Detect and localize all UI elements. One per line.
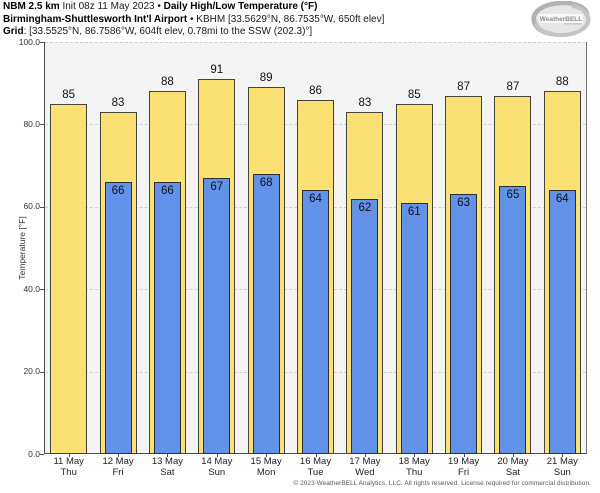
y-tick-mark bbox=[40, 454, 44, 455]
high-bar bbox=[50, 103, 88, 454]
low-value-label: 64 bbox=[309, 193, 322, 206]
y-axis-title: Temperature [°F] bbox=[17, 216, 27, 280]
low-bar bbox=[548, 190, 576, 454]
high-value-label: 85 bbox=[62, 88, 76, 101]
y-tick-label: 20.0 bbox=[23, 366, 40, 377]
high-value-label: 86 bbox=[309, 84, 322, 97]
x-tick-mark bbox=[562, 454, 564, 457]
x-tick-mark bbox=[266, 454, 268, 457]
x-tick-day: Mon bbox=[256, 466, 276, 478]
x-tick-mark bbox=[167, 454, 169, 457]
x-tick-day: Thu bbox=[406, 466, 423, 478]
y-tick-label: 80.0 bbox=[23, 118, 40, 129]
y-tick-mark bbox=[40, 124, 44, 126]
y-tick-mark bbox=[40, 206, 44, 208]
low-bar bbox=[400, 202, 428, 454]
x-tick-mark bbox=[364, 454, 366, 457]
low-bar bbox=[252, 173, 280, 454]
station-name: Birmingham-Shuttlesworth Int'l Airport bbox=[3, 13, 188, 25]
grid-line bbox=[45, 42, 586, 43]
x-tick-date: 20 May bbox=[497, 456, 529, 467]
x-tick-day: Sat bbox=[160, 466, 175, 478]
low-bar bbox=[153, 182, 181, 454]
x-tick-mark bbox=[118, 454, 120, 457]
grid-label: Grid bbox=[3, 26, 24, 37]
low-value-label: 62 bbox=[358, 201, 372, 214]
low-bar bbox=[351, 198, 379, 454]
y-tick-mark bbox=[40, 289, 44, 291]
low-bar bbox=[104, 182, 132, 454]
x-tick-date: 15 May bbox=[250, 456, 282, 467]
low-bar bbox=[302, 190, 329, 454]
x-tick-date: 11 May bbox=[53, 456, 84, 467]
y-tick-mark bbox=[40, 42, 44, 43]
header-line-model: NBM 2.5 km Init 08z 11 May 2023 • Daily … bbox=[3, 1, 384, 14]
x-tick-date: 18 May bbox=[398, 456, 430, 467]
high-value-label: 91 bbox=[210, 64, 224, 77]
low-value-label: 67 bbox=[210, 180, 224, 193]
weatherbell-logo-icon: WeatherBELL bbox=[531, 1, 591, 38]
copyright-text: © 2023 WeatherBELL Analytics, LLC. All r… bbox=[293, 480, 591, 487]
x-tick-day: Sun bbox=[208, 466, 226, 478]
x-tick-day: Tue bbox=[307, 466, 324, 478]
x-tick-date: 13 May bbox=[151, 456, 183, 467]
low-value-label: 65 bbox=[506, 189, 520, 202]
high-value-label: 89 bbox=[259, 72, 273, 85]
y-tick-label: 0.0 bbox=[28, 448, 40, 459]
low-value-label: 61 bbox=[407, 205, 421, 218]
x-tick-day: Wed bbox=[355, 466, 375, 478]
y-tick-label: 60.0 bbox=[23, 201, 40, 212]
x-tick-mark bbox=[315, 454, 317, 457]
y-tick-label: 100.0 bbox=[18, 36, 40, 47]
x-tick-day: Thu bbox=[60, 466, 77, 478]
high-value-label: 83 bbox=[358, 97, 372, 110]
y-tick-mark bbox=[40, 371, 44, 373]
low-value-label: 63 bbox=[457, 197, 470, 210]
station-meta: • KBHM [33.5629°N, 86.7535°W, 650ft elev… bbox=[187, 13, 385, 25]
header-line-station: Birmingham-Shuttlesworth Int'l Airport •… bbox=[3, 14, 384, 27]
high-value-label: 85 bbox=[407, 88, 421, 101]
logo-text: WeatherBELL bbox=[540, 16, 583, 23]
x-tick-mark bbox=[512, 454, 514, 457]
x-tick-date: 12 May bbox=[102, 456, 134, 467]
x-tick-day: Sat bbox=[505, 466, 521, 478]
low-value-label: 66 bbox=[161, 185, 174, 198]
x-tick-mark bbox=[414, 454, 416, 457]
low-value-label: 64 bbox=[555, 193, 569, 206]
chart-header: NBM 2.5 km Init 08z 11 May 2023 • Daily … bbox=[3, 1, 384, 39]
y-tick-label: 40.0 bbox=[23, 283, 40, 294]
x-tick-mark bbox=[68, 454, 70, 457]
high-value-label: 87 bbox=[506, 80, 520, 93]
x-tick-day: Fri bbox=[458, 466, 470, 478]
init-time: Init 08z 11 May 2023 • bbox=[59, 1, 164, 12]
low-bar bbox=[450, 194, 478, 454]
low-value-label: 66 bbox=[111, 185, 125, 198]
high-value-label: 88 bbox=[161, 76, 174, 89]
grid-meta: : [33.5525°N, 86.7586°W, 604ft elev, 0.7… bbox=[23, 26, 313, 37]
low-value-label: 68 bbox=[259, 176, 273, 189]
x-tick-date: 17 May bbox=[349, 456, 381, 467]
x-tick-date: 19 May bbox=[448, 456, 480, 467]
x-tick-mark bbox=[463, 454, 465, 457]
high-value-label: 83 bbox=[111, 97, 125, 110]
x-tick-date: 16 May bbox=[299, 456, 332, 467]
high-value-label: 87 bbox=[457, 80, 470, 93]
x-tick-date: 14 May bbox=[201, 456, 233, 467]
low-bar bbox=[203, 177, 231, 454]
model-name: NBM 2.5 km bbox=[3, 1, 60, 12]
x-tick-date: 21 May bbox=[546, 456, 578, 467]
header-line-grid: Grid: [33.5525°N, 86.7586°W, 604ft elev,… bbox=[3, 26, 384, 39]
x-tick-mark bbox=[216, 454, 218, 457]
low-bar bbox=[499, 186, 527, 454]
x-tick-day: Fri bbox=[112, 466, 124, 478]
product-title: Daily High/Low Temperature (°F) bbox=[163, 1, 318, 12]
high-value-label: 88 bbox=[555, 76, 569, 89]
x-tick-day: Sun bbox=[553, 466, 571, 478]
